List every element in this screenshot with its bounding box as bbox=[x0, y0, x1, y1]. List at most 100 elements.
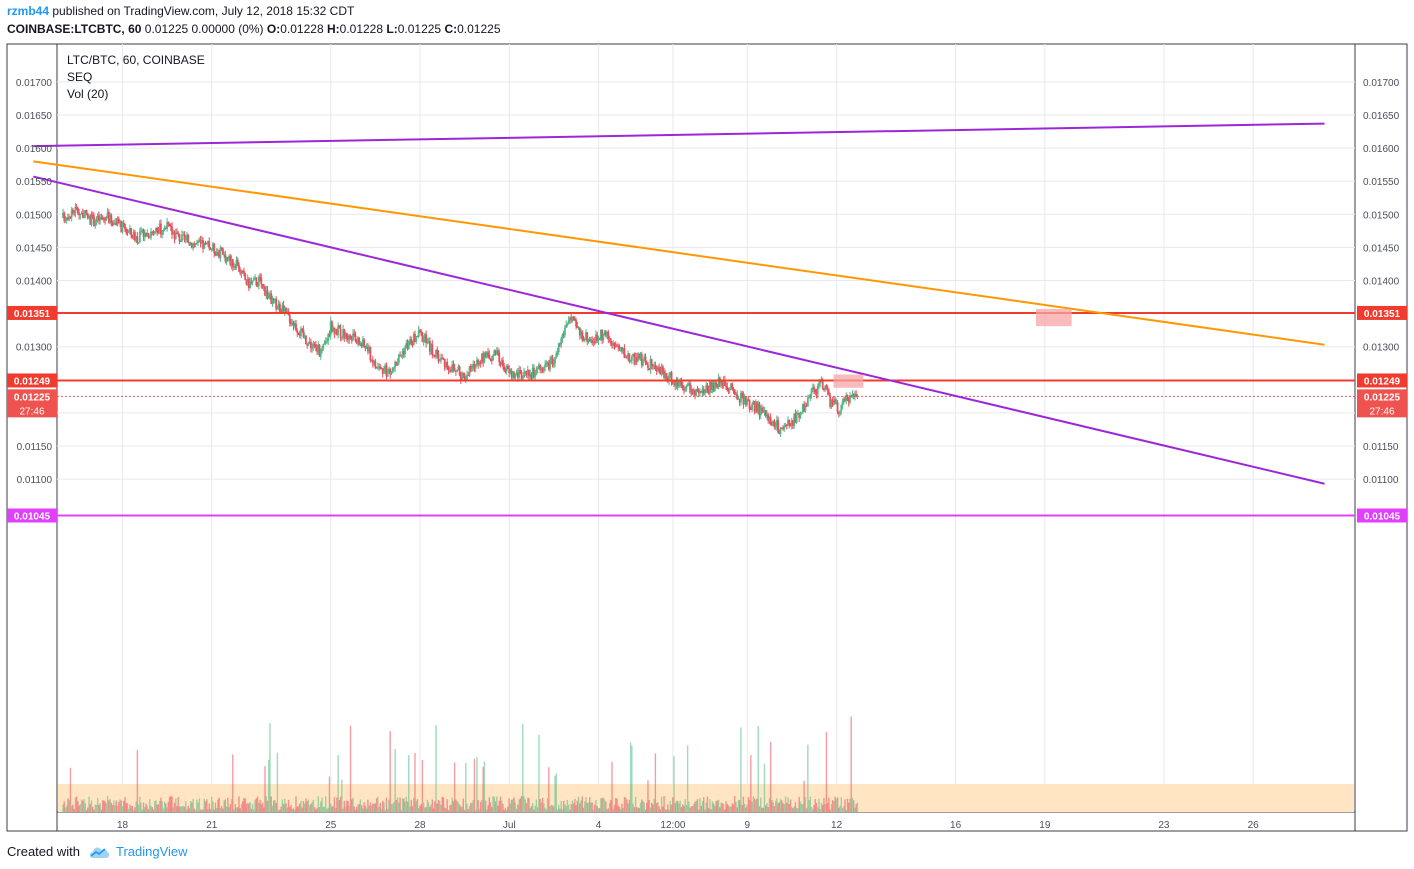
volume-bar bbox=[229, 804, 232, 812]
candle-body bbox=[550, 357, 553, 360]
candle-body bbox=[785, 425, 788, 427]
volume-bar bbox=[68, 800, 70, 812]
volume-bar bbox=[211, 796, 213, 812]
volume-bar bbox=[665, 809, 668, 812]
candle-body bbox=[68, 216, 71, 220]
volume-bar bbox=[623, 797, 626, 812]
candle-body bbox=[254, 277, 256, 279]
volume-bar bbox=[406, 801, 409, 812]
volume-bar bbox=[245, 803, 248, 812]
candle-body bbox=[581, 331, 584, 340]
candle-body bbox=[564, 328, 566, 335]
candle-body bbox=[731, 383, 734, 390]
candle-body bbox=[717, 377, 720, 388]
volume-bar bbox=[514, 802, 517, 812]
candle-body bbox=[345, 332, 348, 339]
candle-body bbox=[407, 340, 410, 350]
candle-body bbox=[62, 212, 64, 218]
candle-body bbox=[220, 248, 223, 250]
candle-body bbox=[837, 412, 840, 414]
volume-bar bbox=[305, 798, 307, 812]
volume-bar bbox=[365, 808, 368, 812]
candle-body bbox=[327, 334, 330, 341]
level-tag-left: 0.01351 bbox=[14, 309, 51, 320]
high-value: 0.01228 bbox=[339, 22, 384, 36]
candle-body bbox=[780, 427, 783, 429]
volume-bar bbox=[408, 754, 410, 812]
volume-bar bbox=[791, 806, 793, 812]
last-price-tag-bg bbox=[1357, 389, 1407, 418]
candle-body bbox=[637, 353, 639, 361]
candle-body bbox=[811, 387, 814, 389]
candle-body bbox=[141, 229, 144, 231]
volume-bar bbox=[553, 806, 555, 812]
volume-bar bbox=[596, 806, 598, 812]
candle-body bbox=[152, 231, 155, 233]
candle-body bbox=[681, 385, 684, 389]
candle-body bbox=[845, 394, 848, 401]
candle-body bbox=[378, 366, 380, 368]
volume-bar bbox=[650, 802, 653, 812]
price-tick-left: 0.01600 bbox=[16, 144, 53, 155]
candle-body bbox=[608, 338, 611, 340]
volume-bar bbox=[113, 800, 115, 812]
candle-body bbox=[835, 402, 838, 404]
candle-body bbox=[566, 323, 569, 325]
volume-bar bbox=[465, 763, 467, 812]
candle-body bbox=[441, 357, 444, 359]
volume-bar bbox=[856, 802, 859, 812]
candle-body bbox=[627, 353, 630, 358]
candle-body bbox=[106, 211, 109, 217]
candle-body bbox=[687, 383, 690, 385]
candle-body bbox=[624, 356, 627, 358]
candle-body bbox=[824, 385, 827, 390]
candle-body bbox=[374, 360, 377, 368]
volume-bar bbox=[166, 807, 168, 812]
volume-bar bbox=[550, 804, 553, 812]
volume-bar bbox=[509, 803, 512, 812]
candle-body bbox=[274, 298, 276, 301]
volume-bar bbox=[843, 806, 845, 812]
candle-body bbox=[246, 278, 249, 285]
volume-bar bbox=[515, 808, 518, 812]
volume-bar bbox=[536, 807, 539, 812]
volume-bar bbox=[217, 799, 219, 812]
volume-bar bbox=[75, 796, 78, 812]
tradingview-link[interactable]: TradingView bbox=[115, 844, 188, 859]
candle-body bbox=[76, 207, 79, 214]
candle-body bbox=[125, 228, 128, 233]
time-tick: 12:00 bbox=[660, 820, 685, 831]
candle-body bbox=[115, 222, 118, 226]
candle-body bbox=[384, 365, 387, 371]
candle-body bbox=[416, 336, 419, 338]
candle-body bbox=[207, 241, 209, 245]
candle-body bbox=[832, 399, 835, 406]
volume-bar bbox=[798, 796, 800, 812]
volume-bar bbox=[242, 801, 244, 812]
candle-body bbox=[806, 397, 809, 407]
volume-bar bbox=[701, 801, 704, 812]
candle-body bbox=[324, 341, 327, 344]
volume-bar bbox=[846, 798, 849, 812]
volume-bar bbox=[840, 797, 843, 812]
volume-bar bbox=[380, 808, 383, 812]
volume-bar bbox=[709, 799, 711, 812]
candle-body bbox=[91, 214, 94, 217]
volume-bar bbox=[301, 807, 303, 812]
volume-bar bbox=[264, 766, 266, 812]
candle-body bbox=[252, 278, 255, 281]
volume-bar bbox=[669, 800, 671, 812]
publisher-link[interactable]: rzmb44 bbox=[7, 4, 50, 18]
volume-bar bbox=[103, 800, 105, 812]
volume-bar bbox=[325, 796, 327, 812]
candle-body bbox=[177, 233, 180, 235]
candle-body bbox=[282, 305, 285, 312]
volume-bar bbox=[803, 780, 805, 812]
volume-bar bbox=[592, 809, 595, 812]
price-tick-right: 0.01150 bbox=[1363, 442, 1399, 453]
volume-bar bbox=[372, 803, 374, 812]
time-tick: 9 bbox=[745, 820, 751, 831]
price-tick-left: 0.01450 bbox=[16, 243, 53, 254]
candle-body bbox=[818, 383, 820, 386]
